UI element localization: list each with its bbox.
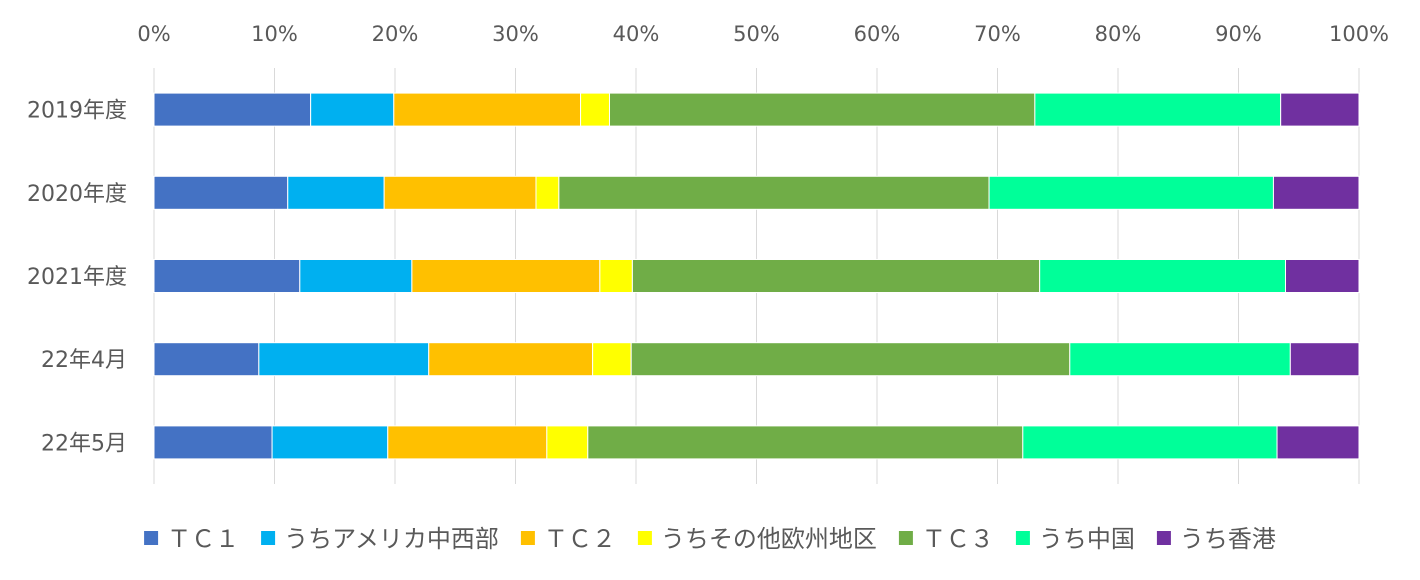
bar-segment xyxy=(258,342,430,377)
x-tick-label: 100% xyxy=(1329,22,1389,46)
bars xyxy=(153,92,1360,460)
legend-label: ＴＣ３ xyxy=(922,525,994,553)
legend-item: ＴＣ２ xyxy=(520,525,616,553)
x-tick-label: 40% xyxy=(613,22,660,46)
bar-segment xyxy=(153,425,273,460)
bar-segment xyxy=(1276,425,1360,460)
bar-segment xyxy=(580,92,610,127)
bar-segment xyxy=(1284,259,1360,293)
legend-swatch xyxy=(898,531,913,545)
bar-segment xyxy=(608,92,1036,127)
bar-segment xyxy=(428,342,594,377)
legend-item: うちアメリカ中西部 xyxy=(261,525,499,553)
legend: ＴＣ１ うちアメリカ中西部 ＴＣ２ うちその他欧州地区 ＴＣ３ うち中国 うち香港 xyxy=(144,525,1276,553)
bar-segment xyxy=(153,175,289,210)
bar-segment xyxy=(630,342,1071,377)
bar-segment xyxy=(1022,425,1278,460)
bar-segment xyxy=(558,175,990,210)
legend-swatch xyxy=(144,531,159,545)
bar-segment xyxy=(535,175,560,210)
bar-segment xyxy=(546,425,589,460)
bar-segment xyxy=(1034,92,1282,127)
category-label: 22年4月 xyxy=(41,348,127,373)
bar-segment xyxy=(411,259,601,293)
legend-swatch xyxy=(520,531,535,545)
bar-segment xyxy=(631,259,1041,293)
bar-segment xyxy=(153,342,260,377)
bar-segment xyxy=(393,92,582,127)
legend-item: ＴＣ３ xyxy=(898,525,994,553)
x-tick-label: 70% xyxy=(974,22,1021,46)
bar-segment xyxy=(153,92,312,127)
x-tick-label: 50% xyxy=(733,22,780,46)
category-label: 22年5月 xyxy=(41,431,127,456)
legend-item: うち香港 xyxy=(1156,525,1276,553)
bar-segment xyxy=(287,175,385,210)
bar-segment xyxy=(299,259,413,293)
legend-swatch xyxy=(1015,531,1030,545)
category-label: 2020年度 xyxy=(27,182,127,207)
category-labels: 2019年度 2020年度 2021年度 22年4月 22年5月 xyxy=(27,99,127,457)
x-tick-label: 80% xyxy=(1095,22,1142,46)
x-tick-label: 0% xyxy=(137,22,170,46)
bar-segment xyxy=(1069,342,1291,377)
bar-segment xyxy=(153,259,301,293)
bar-segment xyxy=(988,175,1274,210)
bar-segment xyxy=(271,425,389,460)
bar-segment xyxy=(1039,259,1286,293)
legend-label: ＴＣ１ xyxy=(167,525,239,553)
legend-swatch xyxy=(261,531,276,545)
category-label: 2019年度 xyxy=(27,99,127,124)
x-tick-label: 90% xyxy=(1215,22,1262,46)
legend-label: うち中国 xyxy=(1039,525,1135,553)
x-tick-label: 10% xyxy=(251,22,298,46)
legend-swatch xyxy=(637,531,652,545)
legend-label: うちその他欧州地区 xyxy=(661,525,877,553)
legend-item: ＴＣ１ xyxy=(144,525,239,553)
x-tick-label: 20% xyxy=(372,22,419,46)
bar-segment xyxy=(1280,92,1360,127)
legend-label: ＴＣ２ xyxy=(544,525,616,553)
bar-segment xyxy=(383,175,537,210)
bar-segment xyxy=(587,425,1024,460)
legend-swatch xyxy=(1156,531,1171,545)
legend-label: うちアメリカ中西部 xyxy=(284,525,499,553)
legend-item: うち中国 xyxy=(1015,525,1135,553)
bar-segment xyxy=(1289,342,1360,377)
bar-segment xyxy=(1272,175,1360,210)
bar-segment xyxy=(310,92,395,127)
legend-label: うち香港 xyxy=(1180,525,1276,553)
bar-segment xyxy=(592,342,632,377)
category-label: 2021年度 xyxy=(27,265,127,290)
bar-segment xyxy=(599,259,633,293)
legend-item: うちその他欧州地区 xyxy=(637,525,877,553)
x-tick-label: 30% xyxy=(492,22,539,46)
bar-segment xyxy=(387,425,548,460)
x-tick-label: 60% xyxy=(854,22,901,46)
x-axis-tick-labels: 0% 10% 20% 30% 40% 50% 60% 70% 80% 90% 100% xyxy=(137,22,1389,46)
